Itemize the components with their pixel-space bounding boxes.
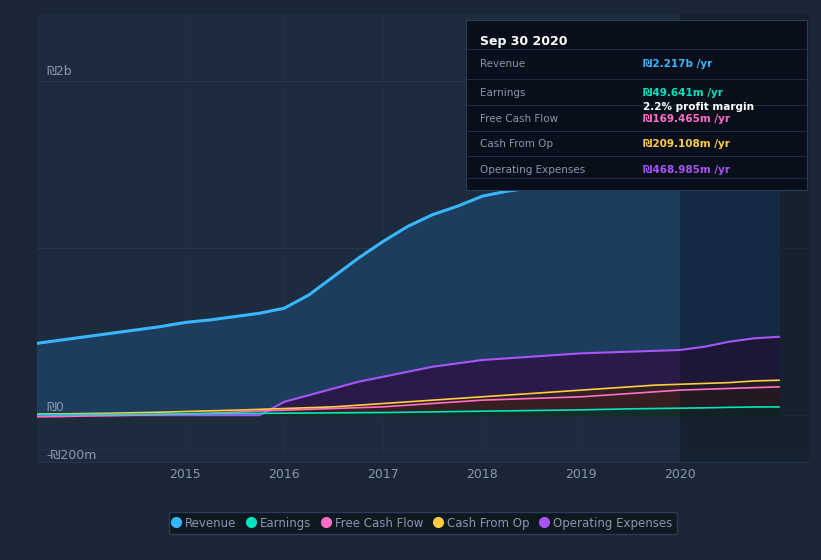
Text: Cash From Op: Cash From Op bbox=[480, 139, 553, 150]
Text: -₪200m: -₪200m bbox=[47, 450, 97, 463]
Text: ₪468.985m /yr: ₪468.985m /yr bbox=[644, 165, 731, 175]
Text: ₪49.641m /yr: ₪49.641m /yr bbox=[644, 88, 723, 98]
Text: ₪2b: ₪2b bbox=[47, 64, 72, 77]
Text: Sep 30 2020: Sep 30 2020 bbox=[480, 35, 567, 48]
Text: Revenue: Revenue bbox=[480, 59, 525, 69]
Bar bbox=[680, 14, 809, 462]
Legend: Revenue, Earnings, Free Cash Flow, Cash From Op, Operating Expenses: Revenue, Earnings, Free Cash Flow, Cash … bbox=[168, 512, 677, 534]
Text: Operating Expenses: Operating Expenses bbox=[480, 165, 585, 175]
Text: ₪209.108m /yr: ₪209.108m /yr bbox=[644, 139, 731, 150]
Text: ₪169.465m /yr: ₪169.465m /yr bbox=[644, 114, 731, 124]
Text: ₪2.217b /yr: ₪2.217b /yr bbox=[644, 59, 713, 69]
Text: Free Cash Flow: Free Cash Flow bbox=[480, 114, 558, 124]
Text: Earnings: Earnings bbox=[480, 88, 525, 98]
Text: ₪0: ₪0 bbox=[47, 402, 65, 414]
Text: 2.2% profit margin: 2.2% profit margin bbox=[644, 102, 754, 111]
